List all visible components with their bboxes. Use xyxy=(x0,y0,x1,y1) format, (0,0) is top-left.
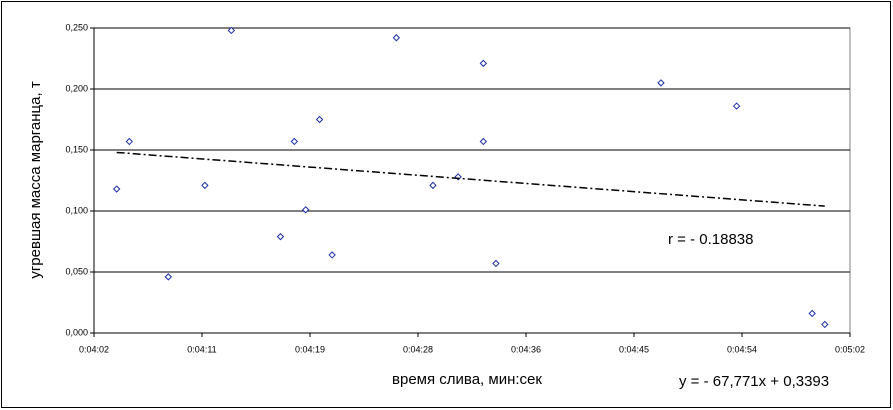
x-tick-label: 0:04:02 xyxy=(79,344,109,354)
data-point xyxy=(112,185,121,193)
data-point xyxy=(492,259,500,268)
data-point xyxy=(290,137,299,146)
x-axis-label: время слива, мин:сек xyxy=(392,371,542,388)
data-point xyxy=(164,273,173,281)
data-point xyxy=(808,309,816,318)
y-axis-label: угревшая масса марганца, т xyxy=(27,81,44,278)
data-point xyxy=(429,181,437,190)
data-point xyxy=(732,102,741,110)
trend-line xyxy=(116,151,825,207)
x-tick-label: 0:04:54 xyxy=(727,344,757,354)
data-point xyxy=(125,137,133,146)
data-point xyxy=(328,251,336,259)
plot-area xyxy=(93,27,851,334)
y-tick-label: 0,150 xyxy=(65,144,88,154)
x-tick-label: 0:04:45 xyxy=(619,344,649,354)
data-point xyxy=(276,232,285,241)
annotation: r = - 0.18838 xyxy=(668,231,753,248)
x-tick-label: 0:04:11 xyxy=(187,344,216,354)
y-tick-label: 0,050 xyxy=(65,266,88,276)
x-tick-label: 0:04:36 xyxy=(511,344,541,354)
data-point xyxy=(479,59,488,68)
data-point xyxy=(227,26,236,35)
data-point xyxy=(315,115,324,124)
data-point xyxy=(657,79,665,87)
data-point xyxy=(479,137,488,146)
annotation: y = - 67,771x + 0,3393 xyxy=(679,373,829,390)
y-tick-label: 0,250 xyxy=(65,22,88,32)
x-tick-label: 0:05:02 xyxy=(835,344,865,354)
data-point xyxy=(392,34,401,42)
y-tick-label: 0,000 xyxy=(65,327,88,337)
y-tick-label: 0,200 xyxy=(65,83,88,93)
x-tick-label: 0:04:28 xyxy=(403,344,433,354)
data-point xyxy=(301,206,310,214)
y-tick-label: 0,100 xyxy=(65,205,88,215)
data-point xyxy=(821,320,829,329)
data-point xyxy=(201,181,209,190)
x-tick-label: 0:04:19 xyxy=(295,344,325,354)
